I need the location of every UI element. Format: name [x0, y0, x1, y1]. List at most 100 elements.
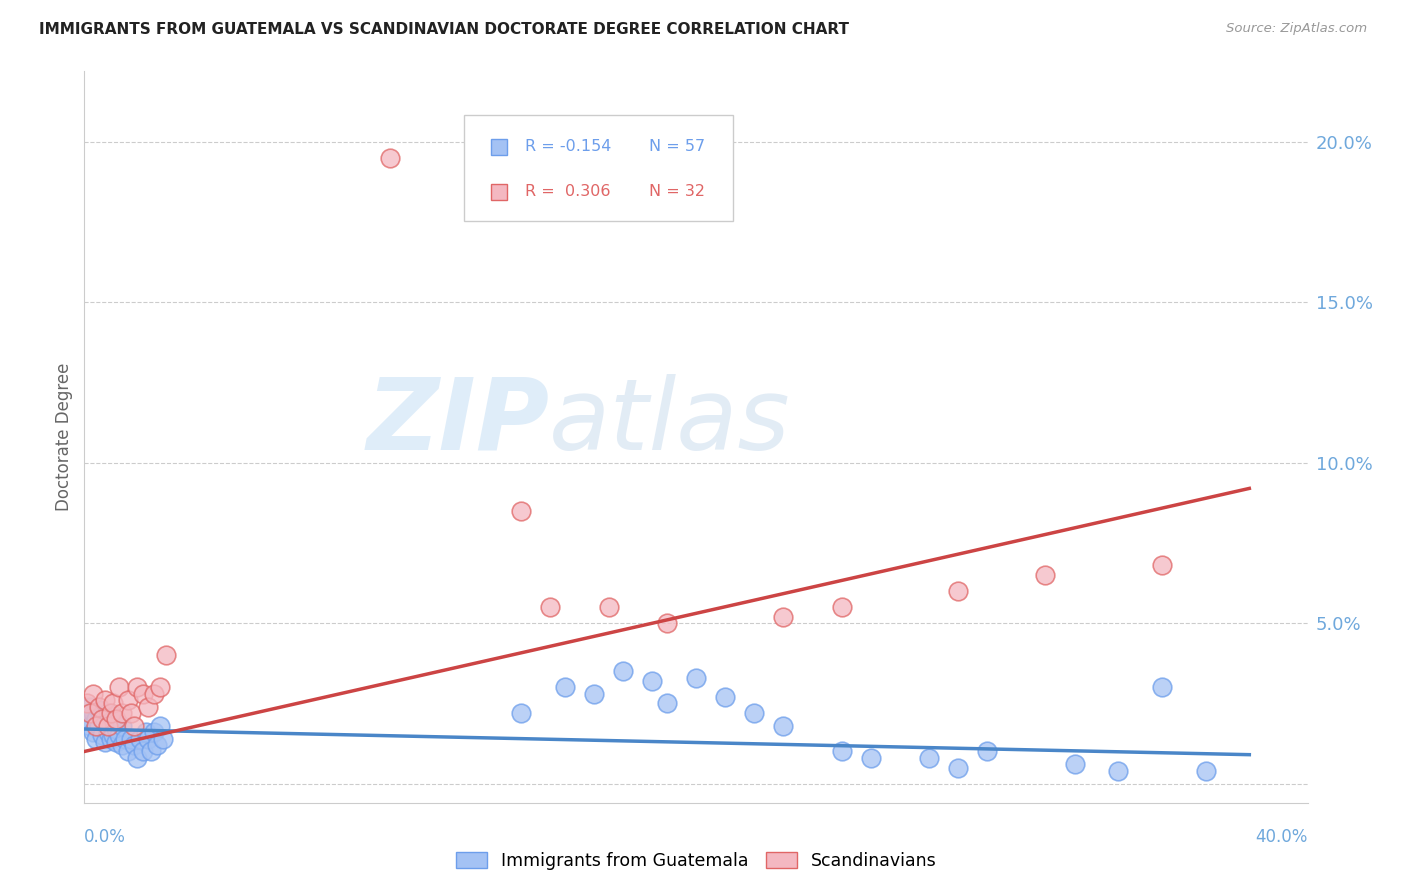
- Point: [100, 731, 122, 746]
- Text: Source: ZipAtlas.com: Source: ZipAtlas.com: [1226, 22, 1367, 36]
- Point: [831, 600, 853, 615]
- Point: [90, 712, 112, 726]
- Point: [76, 712, 98, 726]
- Point: [82, 706, 104, 720]
- Point: [100, 706, 122, 720]
- Point: [90, 728, 112, 742]
- Point: [100, 719, 122, 733]
- Legend: Immigrants from Guatemala, Scandinavians: Immigrants from Guatemala, Scandinavians: [456, 852, 936, 870]
- Point: [114, 731, 136, 746]
- Point: [120, 731, 142, 746]
- Point: [510, 504, 533, 518]
- Point: [105, 722, 128, 736]
- Point: [103, 697, 125, 711]
- Point: [108, 681, 131, 695]
- Point: [128, 731, 150, 746]
- Point: [1150, 681, 1173, 695]
- Point: [538, 600, 561, 615]
- Point: [772, 609, 794, 624]
- Text: ZIP: ZIP: [366, 374, 550, 471]
- Point: [131, 744, 153, 758]
- Point: [90, 709, 112, 723]
- Point: [87, 719, 110, 733]
- Point: [598, 600, 620, 615]
- Point: [122, 738, 145, 752]
- Point: [79, 699, 101, 714]
- Point: [111, 719, 134, 733]
- Point: [117, 744, 139, 758]
- Point: [131, 687, 153, 701]
- Point: [152, 731, 174, 746]
- Text: atlas: atlas: [550, 374, 790, 471]
- Text: R = -0.154: R = -0.154: [524, 139, 612, 154]
- Point: [87, 703, 110, 717]
- Point: [1195, 764, 1218, 778]
- Point: [87, 699, 110, 714]
- Point: [641, 673, 664, 688]
- Text: 40.0%: 40.0%: [1256, 829, 1308, 847]
- Point: [554, 681, 576, 695]
- Point: [82, 725, 104, 739]
- Point: [103, 728, 125, 742]
- Point: [742, 706, 765, 720]
- Point: [831, 744, 853, 758]
- Point: [125, 681, 148, 695]
- Point: [93, 735, 115, 749]
- Point: [714, 690, 737, 704]
- Point: [122, 719, 145, 733]
- Point: [105, 735, 128, 749]
- Text: R =  0.306: R = 0.306: [524, 185, 610, 200]
- Point: [149, 719, 172, 733]
- Point: [97, 725, 120, 739]
- Point: [612, 665, 634, 679]
- Point: [117, 693, 139, 707]
- Point: [105, 712, 128, 726]
- Point: [138, 731, 160, 746]
- Point: [111, 706, 134, 720]
- Y-axis label: Doctorate Degree: Doctorate Degree: [55, 363, 73, 511]
- Point: [149, 681, 172, 695]
- Point: [946, 760, 969, 774]
- Point: [97, 719, 120, 733]
- Text: N = 32: N = 32: [650, 185, 706, 200]
- Point: [583, 687, 606, 701]
- Point: [976, 744, 998, 758]
- Point: [138, 699, 160, 714]
- Point: [84, 719, 107, 733]
- Point: [510, 706, 533, 720]
- Text: IMMIGRANTS FROM GUATEMALA VS SCANDINAVIAN DOCTORATE DEGREE CORRELATION CHART: IMMIGRANTS FROM GUATEMALA VS SCANDINAVIA…: [39, 22, 849, 37]
- Point: [79, 706, 101, 720]
- Point: [1107, 764, 1129, 778]
- Point: [97, 706, 120, 720]
- Point: [82, 687, 104, 701]
- Point: [84, 712, 107, 726]
- Point: [146, 738, 169, 752]
- Point: [93, 693, 115, 707]
- Point: [141, 744, 163, 758]
- Text: N = 57: N = 57: [650, 139, 706, 154]
- Point: [111, 738, 134, 752]
- Text: 0.0%: 0.0%: [84, 829, 127, 847]
- Point: [79, 719, 101, 733]
- Point: [108, 728, 131, 742]
- Point: [918, 751, 941, 765]
- FancyBboxPatch shape: [464, 115, 733, 221]
- Point: [772, 719, 794, 733]
- Point: [143, 687, 166, 701]
- Point: [93, 715, 115, 730]
- Point: [143, 725, 166, 739]
- Point: [103, 712, 125, 726]
- Point: [685, 671, 707, 685]
- Point: [135, 725, 157, 739]
- Point: [1150, 558, 1173, 573]
- Point: [1035, 568, 1057, 582]
- Point: [125, 751, 148, 765]
- Point: [76, 697, 98, 711]
- Point: [155, 648, 177, 663]
- Point: [859, 751, 882, 765]
- Point: [655, 616, 678, 631]
- Point: [84, 731, 107, 746]
- Point: [655, 697, 678, 711]
- Point: [946, 584, 969, 599]
- Point: [120, 706, 142, 720]
